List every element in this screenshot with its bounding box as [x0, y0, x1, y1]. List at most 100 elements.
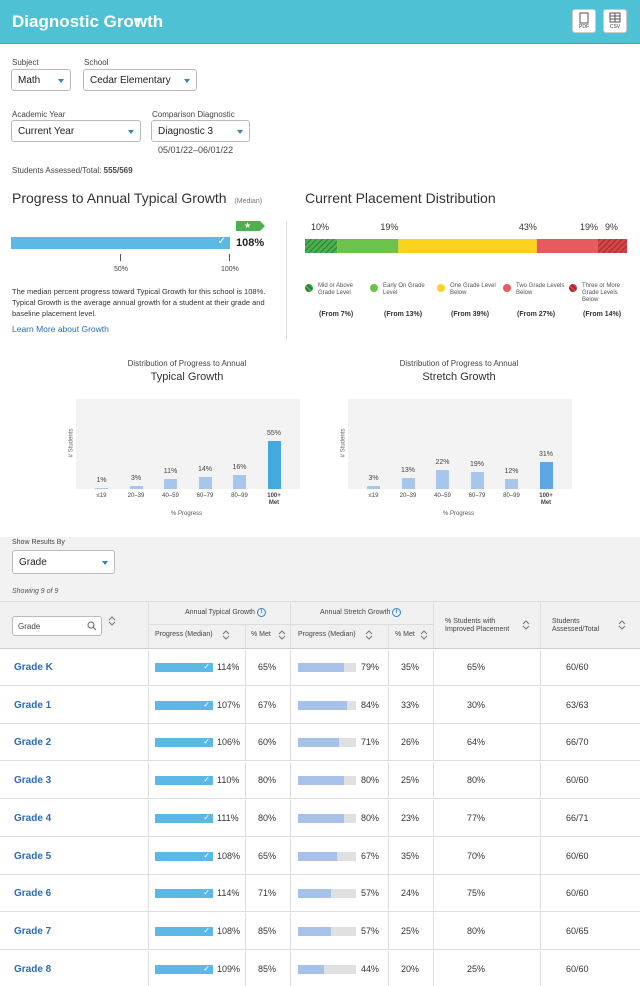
sort-stretch-met-icon[interactable]	[420, 630, 428, 640]
typical-met-value: 60%	[258, 737, 277, 748]
chart-data-label: 11%	[163, 468, 178, 476]
checkmark-icon: ✓	[203, 925, 210, 935]
students-assessed-value: 66/71	[566, 812, 589, 823]
chart-tick-label: 100+ Met	[539, 493, 553, 506]
progress-heading: Progress to Annual Typical Growth (Media…	[12, 190, 262, 206]
table-row: Grade 8 ✓ 109% 85% 44% 20% 25% 60/60	[0, 950, 640, 986]
chart-data-label: 22%	[435, 458, 450, 466]
typical-progress-bar: ✓	[155, 851, 213, 861]
typical-met-value: 67%	[258, 699, 277, 710]
chart-bar	[401, 477, 415, 489]
legend-label: Early On Grade Level	[383, 283, 425, 296]
sort-stretch-progress-icon[interactable]	[365, 630, 373, 640]
academic-year-select[interactable]: Current Year	[11, 120, 141, 142]
show-results-by-select[interactable]: Grade	[12, 550, 115, 574]
placement-distribution-bar	[305, 239, 627, 253]
progress-title-note: (Median)	[234, 198, 263, 205]
progress-description: The median percent progress toward Typic…	[12, 287, 266, 318]
school-select[interactable]: Cedar Elementary	[83, 69, 197, 91]
sort-typical-progress-icon[interactable]	[222, 630, 230, 640]
stretch-progress-value: 80%	[361, 812, 380, 823]
star-icon: ★	[244, 221, 252, 230]
chart-tick-label: 40–59	[434, 493, 451, 499]
typical-progress-value: 114%	[217, 888, 240, 899]
export-pdf-button[interactable]: PDF	[572, 9, 596, 33]
improved-placement-value: 30%	[467, 699, 486, 710]
chart-tick-label: 20–39	[127, 493, 145, 499]
tick-50-mark	[120, 254, 121, 261]
grade-link[interactable]: Grade 3	[14, 775, 52, 787]
stretch-progress-value: 71%	[361, 737, 380, 748]
learn-more-link[interactable]: Learn More about Growth	[12, 324, 109, 334]
chevron-down-icon	[184, 79, 190, 83]
comparison-select[interactable]: Diagnostic 3	[151, 120, 250, 142]
sort-grade-icon[interactable]	[108, 616, 116, 626]
info-icon[interactable]: i	[392, 608, 401, 617]
chart-data-label: 55%	[266, 430, 281, 437]
grade-search-input[interactable]: Grade	[12, 616, 102, 636]
improved-placement-value: 65%	[467, 662, 486, 672]
chart-bar	[505, 478, 518, 489]
students-assessed-value: 60/60	[566, 775, 589, 786]
legend-label: Mid or Above Grade Level	[318, 283, 354, 296]
checkmark-icon: ✓	[203, 699, 210, 709]
placement-percent-label: 10%	[311, 222, 330, 232]
placement-percent-label: 19%	[580, 222, 599, 232]
typical-progress-value: 114%	[217, 662, 240, 672]
improved-placement-value: 80%	[467, 925, 486, 936]
show-results-by-label: Show Results By	[12, 539, 65, 546]
sort-improved-icon[interactable]	[522, 620, 530, 630]
grade-link[interactable]: Grade 2	[14, 737, 52, 749]
chart-bar	[129, 486, 143, 489]
grade-link[interactable]: Grade K	[14, 662, 53, 673]
stretch-progress-value: 84%	[361, 699, 380, 710]
chart-plot-area	[76, 399, 300, 489]
legend-from-value: (From 14%)	[583, 311, 622, 318]
grade-link[interactable]: Grade 7	[14, 925, 52, 937]
table-row: Grade 1 ✓ 107% 67% 84% 33% 30% 63/63	[0, 686, 640, 724]
chart-data-label: 31%	[538, 450, 553, 458]
stretch-progress-header: Progress (Median)	[298, 631, 356, 638]
export-csv-label: CSV	[609, 24, 621, 30]
chart-bar	[164, 479, 177, 489]
chart-bar	[470, 472, 484, 489]
stretch-progress-bar	[298, 776, 356, 786]
top-bar: Diagnostic Growth PDF CSV	[0, 0, 640, 44]
checkmark-icon: ✓	[217, 236, 226, 247]
typical-progress-bar: ✓	[155, 812, 213, 823]
title-chevron-down-icon[interactable]	[134, 18, 142, 23]
chart-title-line1: Distribution of Progress to Annual	[399, 359, 519, 368]
grade-link[interactable]: Grade 8	[14, 963, 52, 975]
section-divider	[286, 222, 287, 340]
grade-link[interactable]: Grade 6	[14, 888, 52, 900]
chart-bar	[267, 441, 281, 489]
pdf-document-icon	[579, 12, 589, 24]
typical-progress-bar: ✓	[155, 775, 213, 786]
sort-assessed-icon[interactable]	[618, 620, 626, 630]
chart-x-axis-label: % Progress	[171, 511, 203, 517]
typical-progress-value: 108%	[217, 850, 241, 861]
students-assessed-value: 60/60	[566, 888, 589, 899]
grade-link[interactable]: Grade 5	[14, 850, 52, 862]
subject-select[interactable]: Math	[11, 69, 71, 91]
table-header: Grade Annual Typical Growth i Progress (…	[0, 601, 640, 650]
checkmark-icon: ✓	[203, 812, 210, 822]
typical-met-value: 80%	[258, 775, 277, 786]
chart-data-label: 19%	[469, 461, 484, 469]
typical-growth-group-header: Annual Typical Growth	[185, 609, 255, 616]
page-title[interactable]: Diagnostic Growth	[12, 12, 164, 31]
stretch-met-value: 35%	[401, 850, 420, 861]
placement-percent-label: 9%	[605, 222, 619, 232]
stretch-progress-bar	[298, 738, 356, 748]
grade-link[interactable]: Grade 4	[14, 812, 52, 824]
export-csv-button[interactable]: CSV	[603, 9, 627, 33]
typical-progress-value: 106%	[217, 737, 241, 748]
stretch-progress-value: 67%	[361, 850, 380, 861]
subject-label: Subject	[12, 58, 39, 67]
table-row: Grade 2 ✓ 106% 60% 71% 26% 64% 66/70	[0, 724, 640, 762]
grade-link[interactable]: Grade 1	[14, 699, 52, 711]
info-icon[interactable]: i	[257, 608, 266, 617]
sort-typical-met-icon[interactable]	[278, 630, 286, 640]
tick-100-mark	[229, 254, 230, 261]
chevron-down-icon	[58, 79, 64, 83]
